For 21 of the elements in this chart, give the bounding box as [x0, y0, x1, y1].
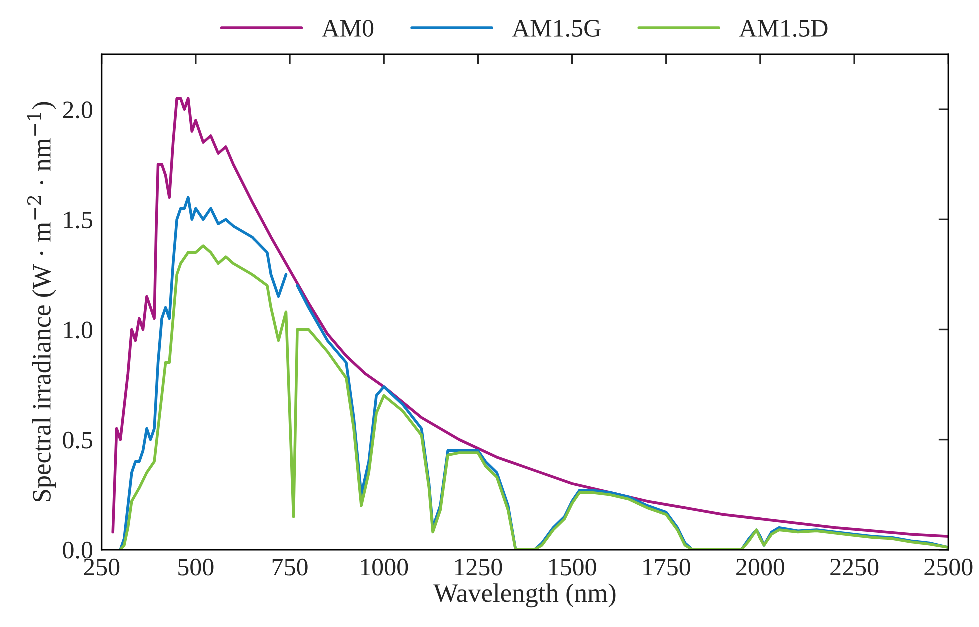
x-tick-label: 2250: [830, 558, 879, 576]
x-tick-label: 1750: [644, 558, 690, 576]
y-tick-label: 0.0: [63, 542, 93, 559]
x-tick-label: 1250: [455, 558, 502, 576]
y-tick-label: 2.0: [63, 102, 93, 119]
x-tick-label: 2000: [736, 558, 785, 576]
legend-label: AM1.5D: [739, 20, 828, 38]
y-tick-label: 1.5: [64, 212, 93, 229]
x-tick-label: 250: [84, 558, 120, 576]
x-axis-title: Wavelength (nm): [434, 584, 616, 608]
legend-label: AM1.5G: [512, 20, 601, 38]
x-tick-label: 500: [178, 558, 214, 576]
x-tick-label: 1500: [549, 558, 596, 576]
y-tick-label: 1.0: [64, 322, 93, 339]
x-tick-label: 1000: [361, 558, 408, 576]
line-series: [112, 97, 949, 538]
y-axis-title: Spectral irradiance (W · m$^{−2}$ · nm$^{−1}$): [27, 102, 56, 502]
x-tick-label: 2500: [924, 558, 973, 576]
legend-label: AM0: [322, 20, 374, 37]
x-tick-label: 750: [272, 558, 308, 576]
y-tick-label: 0.5: [63, 432, 93, 449]
